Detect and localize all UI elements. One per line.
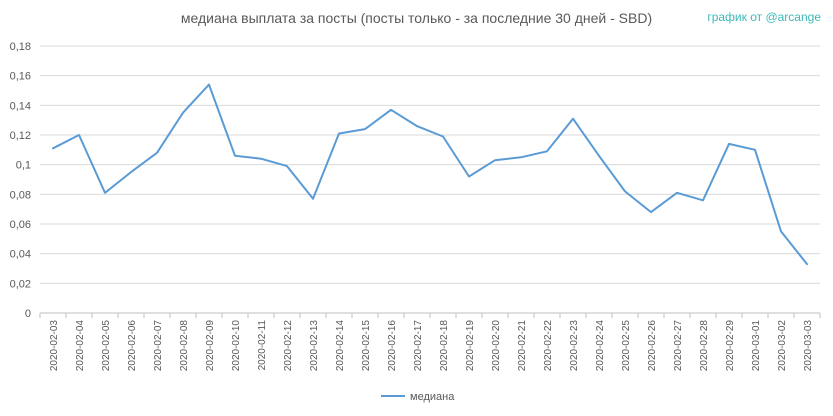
data-point	[233, 154, 237, 158]
x-tick-label: 2020-02-13	[309, 320, 320, 372]
data-point	[467, 175, 471, 179]
data-point	[129, 170, 133, 174]
y-tick-label: 0,12	[10, 130, 31, 142]
data-point	[155, 151, 159, 155]
chart-title: медиана выплата за посты (посты только -…	[180, 10, 653, 26]
data-point	[519, 155, 523, 159]
x-tick-label: 2020-02-21	[517, 320, 528, 372]
x-tick-label: 2020-02-08	[179, 320, 190, 372]
x-tick-label: 2020-02-26	[647, 320, 658, 372]
y-tick-label: 0,02	[10, 278, 31, 290]
y-tick-label: 0,08	[10, 189, 31, 201]
data-point	[649, 210, 653, 214]
y-tick-label: 0,18	[10, 41, 31, 53]
x-tick-label: 2020-02-09	[205, 320, 216, 372]
data-point	[285, 164, 289, 168]
data-point	[701, 198, 705, 202]
data-point	[727, 142, 731, 146]
y-tick-label: 0	[25, 308, 31, 320]
x-tick-label: 2020-02-20	[491, 320, 502, 372]
x-tick-label: 2020-02-17	[413, 320, 424, 372]
x-tick-label: 2020-03-01	[751, 320, 762, 372]
data-point	[441, 134, 445, 138]
x-tick-label: 2020-02-16	[387, 320, 398, 372]
x-tick-label: 2020-02-28	[699, 320, 710, 372]
data-point	[181, 111, 185, 115]
credit-label: график от @arcange	[707, 10, 821, 24]
data-point	[51, 146, 55, 150]
x-tick-label: 2020-02-14	[335, 320, 346, 372]
y-tick-label: 0,06	[10, 219, 31, 231]
x-tick-label: 2020-02-07	[153, 320, 164, 372]
data-point	[103, 191, 107, 195]
x-tick-label: 2020-02-18	[439, 320, 450, 372]
data-point	[77, 133, 81, 137]
data-point	[675, 191, 679, 195]
y-tick-label: 0,04	[10, 249, 31, 261]
x-tick-label: 2020-02-15	[361, 320, 372, 372]
data-point	[363, 127, 367, 131]
x-tick-label: 2020-02-29	[725, 320, 736, 372]
x-tick-label: 2020-02-12	[283, 320, 294, 372]
x-tick-label: 2020-03-02	[777, 320, 788, 372]
data-point	[623, 189, 627, 193]
data-point	[545, 149, 549, 153]
x-tick-label: 2020-02-25	[621, 320, 632, 372]
y-tick-label: 0,14	[10, 100, 31, 112]
x-tick-label: 2020-02-10	[231, 320, 242, 372]
data-point	[311, 197, 315, 201]
x-tick-label: 2020-02-24	[595, 320, 606, 372]
x-tick-label: 2020-02-03	[49, 320, 60, 372]
x-tick-label: 2020-02-27	[673, 320, 684, 372]
x-tick-label: 2020-03-03	[803, 320, 814, 372]
data-point	[337, 132, 341, 136]
x-tick-label: 2020-02-22	[543, 320, 554, 372]
data-point	[259, 157, 263, 161]
data-point	[805, 262, 809, 266]
y-tick-label: 0,16	[10, 71, 31, 83]
data-point	[207, 83, 211, 87]
data-point	[389, 108, 393, 112]
data-point	[493, 158, 497, 162]
data-point	[415, 124, 419, 128]
x-tick-label: 2020-02-23	[569, 320, 580, 372]
x-tick-label: 2020-02-11	[257, 320, 268, 371]
x-tick-label: 2020-02-04	[75, 320, 86, 372]
legend-label: медиана	[410, 391, 455, 403]
x-tick-label: 2020-02-06	[127, 320, 138, 372]
data-point	[571, 117, 575, 121]
x-tick-label: 2020-02-19	[465, 320, 476, 372]
series-line-0	[52, 83, 808, 266]
data-point	[597, 154, 601, 158]
data-point	[753, 148, 757, 152]
y-tick-label: 0,1	[16, 160, 31, 172]
x-tick-label: 2020-02-05	[101, 320, 112, 372]
data-point	[779, 229, 783, 233]
